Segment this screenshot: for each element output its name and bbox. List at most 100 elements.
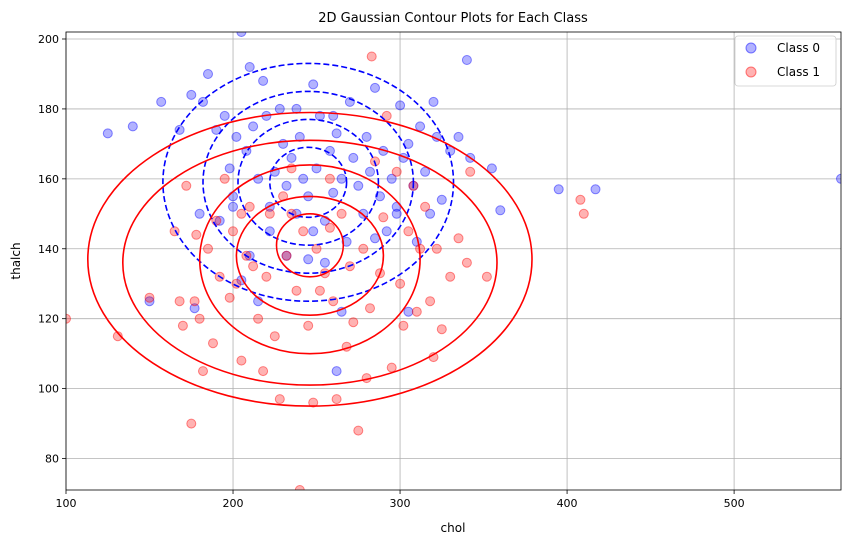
class-0-point-67 (461, 55, 472, 65)
class-1-point-22 (248, 261, 259, 272)
class-0-point-38 (328, 187, 339, 198)
legend-label-class-1: Class 1 (777, 65, 820, 79)
legend-label-class-0: Class 0 (777, 41, 820, 55)
x-tick-label-1: 200 (223, 497, 244, 510)
class-1-point-55 (381, 110, 392, 121)
legend-box (734, 35, 837, 87)
class-1-point-8 (189, 296, 200, 307)
class-1-point-72 (465, 166, 476, 177)
class-0-point-52 (386, 173, 397, 184)
legend-marker-class-0 (745, 42, 757, 54)
class-0-contour-0 (269, 146, 348, 219)
y-tick-label-3: 140 (38, 243, 59, 256)
class-0-point-25 (274, 103, 285, 114)
class-0-point-11 (214, 215, 225, 226)
y-tick-label-4: 160 (38, 173, 59, 186)
class-1-point-40 (324, 222, 335, 233)
class-0-point-62 (428, 96, 439, 107)
class-0-point-48 (370, 82, 380, 93)
class-0-point-14 (228, 191, 238, 202)
class-1-point-5 (177, 320, 188, 331)
class-0-point-40 (336, 173, 347, 184)
class-0-point-30 (294, 131, 305, 142)
class-0-point-31 (298, 173, 309, 184)
class-1-point-35 (303, 320, 314, 331)
class-0-point-3 (156, 96, 167, 107)
axis-ticks: 100 200 300 400 500 80 100 120 140 160 180 200 (38, 33, 745, 510)
class-0-point-69 (486, 163, 497, 174)
class-1-point-23 (253, 313, 264, 324)
class-0-contour-2 (202, 90, 415, 275)
class-1-point-67 (431, 243, 442, 254)
class-1-contour-3 (121, 139, 498, 386)
class-0-point-19 (248, 121, 259, 132)
class-0-point-18 (244, 62, 255, 72)
class-1-point-62 (411, 306, 422, 317)
class-1-point-1 (112, 331, 123, 342)
class-0-contour-3 (162, 62, 455, 303)
class-0-point-1 (127, 121, 138, 132)
contour-lines (86, 62, 533, 407)
class-0-point-73 (836, 173, 841, 184)
class-1-point-47 (353, 425, 364, 436)
class-1-point-11 (203, 243, 213, 254)
class-0-point-72 (590, 184, 601, 195)
class-0-point-12 (219, 110, 230, 121)
legend-marker-class-1 (745, 66, 757, 78)
class-0-point-77 (303, 254, 314, 265)
class-0-point-70 (495, 205, 506, 216)
class-0-point-2 (144, 296, 155, 307)
class-1-point-21 (244, 201, 255, 212)
class-0-point-46 (361, 131, 372, 142)
class-1-point-24 (258, 366, 269, 377)
y-axis-label: thalch (9, 242, 23, 279)
class-0-point-64 (436, 194, 447, 205)
class-1-point-0 (66, 313, 71, 324)
class-0-point-27 (281, 180, 292, 191)
class-1-point-77 (236, 208, 247, 219)
class-0-point-44 (353, 180, 364, 191)
class-1-point-17 (228, 226, 238, 237)
class-1-point-12 (208, 338, 218, 349)
y-tick-label-2: 120 (38, 313, 59, 326)
class-0-point-71 (553, 184, 564, 195)
class-1-point-33 (294, 485, 305, 490)
class-1-point-69 (445, 271, 456, 282)
class-1-point-25 (261, 271, 272, 282)
class-1-point-30 (281, 250, 292, 261)
class-0-point-16 (236, 32, 247, 37)
plot-frame (65, 31, 842, 491)
class-0-point-47 (365, 166, 375, 177)
legend: Class 0 Class 1 (734, 35, 837, 87)
class-1-point-10 (198, 366, 208, 377)
class-1-point-18 (231, 278, 242, 289)
x-tick-label-4: 500 (724, 497, 745, 510)
class-0-contour-1 (237, 118, 380, 247)
class-1-point-50 (365, 303, 375, 314)
class-1-point-43 (336, 208, 347, 219)
class-0-point-0 (102, 128, 113, 139)
class-1-point-68 (436, 324, 447, 335)
x-tick-label-0: 100 (56, 497, 77, 510)
class-0-point-13 (224, 163, 235, 174)
class-0-point-39 (331, 128, 342, 139)
class-0-point-33 (308, 79, 319, 90)
class-1-point-56 (386, 362, 397, 373)
class-1-point-37 (311, 243, 322, 254)
class-1-point-75 (578, 208, 589, 219)
y-tick-label-6: 200 (38, 33, 59, 46)
class-0-point-9 (203, 69, 213, 79)
class-1-point-42 (331, 394, 342, 405)
x-axis-label: chol (441, 521, 466, 535)
class-1-point-19 (236, 355, 247, 366)
class-0-point-34 (311, 163, 322, 174)
class-0-point-85 (308, 226, 319, 237)
class-1-point-4 (174, 296, 185, 307)
class-1-point-71 (461, 257, 472, 268)
class-0-point-60 (420, 166, 431, 177)
class-1-point-64 (420, 201, 431, 212)
y-tick-label-0: 80 (45, 453, 59, 466)
class-1-point-51 (366, 51, 377, 62)
x-tick-label-3: 400 (557, 497, 578, 510)
